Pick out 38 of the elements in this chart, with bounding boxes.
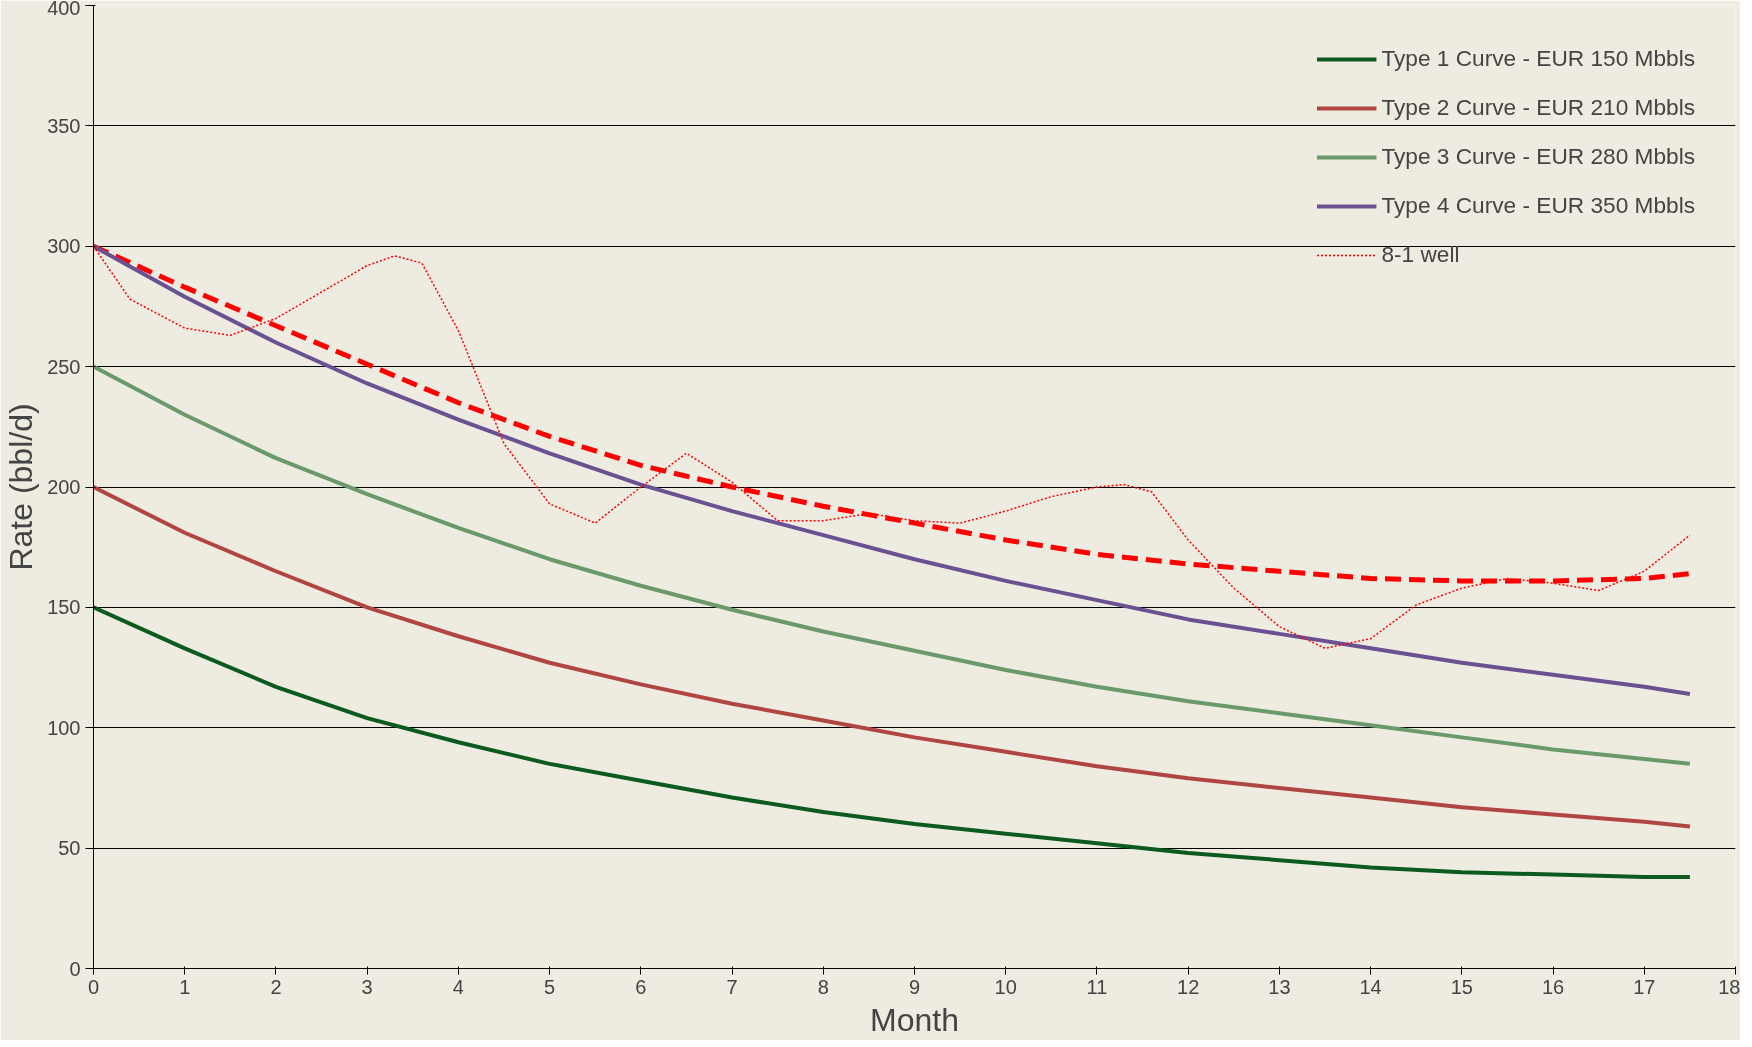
x-tick-label: 1	[179, 975, 191, 998]
x-tick-label: 17	[1633, 975, 1656, 998]
x-tick-label: 4	[452, 975, 464, 998]
x-axis-title: Month	[870, 1001, 959, 1038]
line-series	[93, 364, 1692, 766]
x-tick-label: 14	[1359, 975, 1382, 998]
y-tick-label: 400	[47, 0, 81, 19]
y-tick-label: 150	[47, 596, 81, 619]
x-tick-label: 13	[1268, 975, 1291, 998]
x-tick-label: 15	[1450, 975, 1473, 998]
x-tick-label: 2	[270, 975, 282, 998]
x-tick-label: 9	[908, 975, 921, 998]
legend-label: Type 1 Curve - EUR 150 Mbbls	[1381, 45, 1695, 72]
line-series	[93, 605, 1692, 880]
x-tick-label: 8	[817, 975, 829, 998]
y-tick-label: 250	[47, 355, 81, 378]
x-tick-label: 11	[1086, 975, 1108, 998]
y-tick-label: 200	[47, 476, 81, 498]
x-tick-label: 6	[635, 975, 647, 998]
y-tick-label: 100	[47, 716, 81, 739]
y-tick-label: 0	[69, 957, 81, 980]
legend-label: Type 4 Curve - EUR 350 Mbbls	[1381, 192, 1695, 219]
x-tick-label: 18	[1718, 975, 1741, 998]
x-tick-label: 16	[1541, 975, 1565, 998]
legend-label: 8-1 well	[1381, 241, 1460, 268]
legend-label: Type 2 Curve - EUR 210 Mbbls	[1381, 94, 1695, 121]
y-tick-label: 300	[47, 235, 81, 258]
x-tick-label: 10	[994, 975, 1017, 998]
line-series	[93, 485, 1692, 829]
x-tick-label: 0	[87, 975, 100, 998]
y-tick-label: 50	[58, 837, 81, 860]
x-tick-label: 3	[361, 975, 373, 998]
x-tick-label: 5	[544, 975, 556, 998]
y-axis-title: Rate (bbl/d)	[3, 403, 40, 571]
legend-label: Type 3 Curve - EUR 280 Mbbls	[1381, 143, 1695, 170]
x-tick-label: 7	[726, 975, 738, 998]
x-tick-label: 12	[1177, 975, 1200, 998]
y-tick-label: 350	[47, 114, 81, 137]
